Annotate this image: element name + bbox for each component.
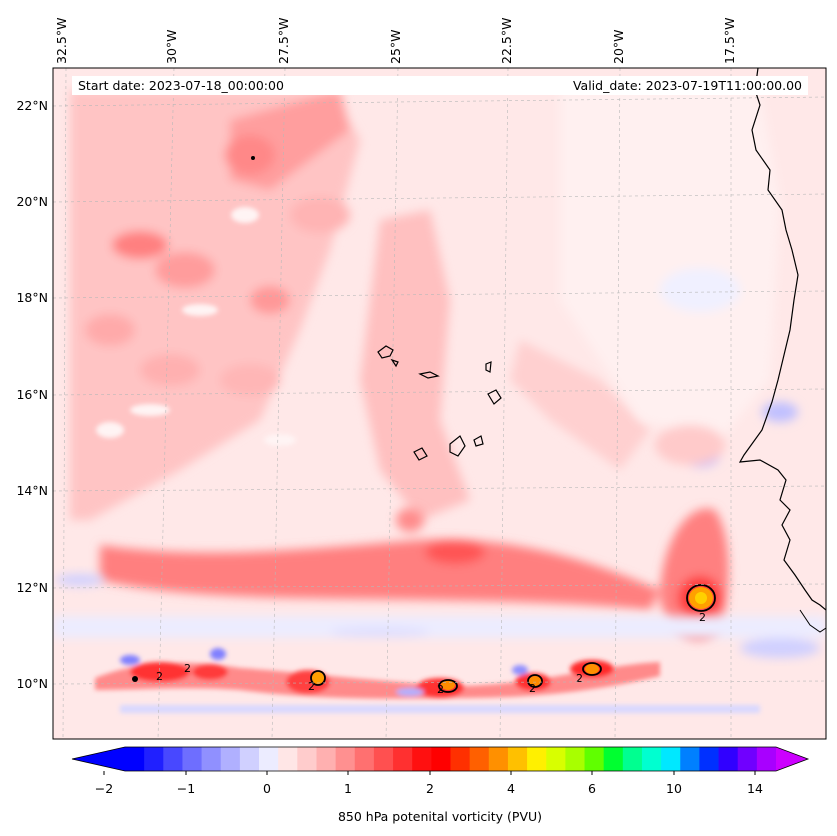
lat-label: 18°N [16, 290, 48, 305]
contour-label: 2 [576, 672, 583, 685]
colorbar-swatch [661, 747, 681, 771]
colorbar-swatch [641, 747, 662, 771]
lat-label: 20°N [16, 194, 48, 209]
colorbar-swatch [259, 747, 279, 771]
lat-label: 22°N [16, 98, 48, 113]
colorbar-swatch [680, 747, 700, 771]
colorbar-swatch [431, 747, 451, 771]
start-date: Start date: 2023-07-18_00:00:00 [78, 78, 284, 93]
contour-label: 2 [437, 683, 444, 696]
colorbar-swatch [125, 747, 145, 771]
colorbar-label: 850 hPa potenital vorticity (PVU) [337, 809, 543, 824]
colorbar-tick: 2 [426, 781, 434, 796]
colorbar-swatch [373, 747, 394, 771]
colorbar-tick: 14 [747, 781, 763, 796]
coast-islands [799, 609, 826, 633]
colorbar-swatch [622, 747, 643, 771]
pv-field: 2 2 2 2 2 2 2 [53, 68, 826, 739]
lat-label: 12°N [16, 580, 48, 595]
colorbar-tick: −1 [176, 781, 196, 796]
colorbar-outline [71, 746, 810, 772]
colorbar-tick: 1 [344, 781, 352, 796]
valid-date-box: Valid_date: 2023-07-19T11:00:00.00 [540, 76, 808, 95]
lat-label: 16°N [16, 387, 48, 402]
lat-label: 10°N [16, 676, 48, 691]
colorbar-swatch [239, 747, 260, 771]
lon-label: 32.5°W [54, 17, 69, 64]
colorbar-swatch [335, 747, 356, 771]
colorbar-swatch [718, 747, 739, 771]
lon-label: 25°W [388, 29, 403, 64]
colorbar-swatch [354, 747, 375, 771]
colorbar-swatch [546, 747, 566, 771]
colorbar-swatch [220, 747, 241, 771]
start-date-box: Start date: 2023-07-18_00:00:00 [72, 76, 548, 95]
map-frame [52, 67, 827, 740]
contour-label: 2 [184, 662, 191, 675]
colorbar-tick: 4 [507, 781, 515, 796]
colorbar-swatch [507, 747, 528, 771]
colorbar-tick: 0 [263, 781, 271, 796]
lon-label: 30°W [164, 29, 179, 64]
colorbar-swatch [316, 747, 337, 771]
colorbar-swatch [756, 747, 777, 771]
colorbar-swatch [469, 747, 490, 771]
colorbar-swatch [163, 747, 183, 771]
contour-label: 2 [529, 682, 536, 695]
colorbar-swatch [393, 747, 413, 771]
colorbar-swatch [278, 747, 298, 771]
colorbar-over-extend [776, 747, 808, 771]
cape-verde-islands [377, 345, 502, 461]
colorbar-swatch [527, 747, 547, 771]
colorbar-swatch [144, 747, 164, 771]
colorbar-tick: 10 [666, 781, 682, 796]
lon-label: 22.5°W [499, 17, 514, 64]
pv-field-band-10n [95, 648, 760, 713]
west-africa-coastline [738, 68, 826, 611]
colorbar-tick: −2 [94, 781, 114, 796]
colorbar-swatch [603, 747, 624, 771]
colorbar-swatch [488, 747, 509, 771]
lon-label: 20°W [611, 29, 626, 64]
colorbar-swatch [450, 747, 471, 771]
colorbar-swatch [182, 747, 202, 771]
pv-2-contours [310, 584, 716, 693]
lon-label: 27.5°W [276, 17, 291, 64]
colorbar-swatch [737, 747, 758, 771]
colorbar [71, 746, 810, 775]
colorbar-swatch [412, 747, 432, 771]
valid-date: Valid_date: 2023-07-19T11:00:00.00 [572, 78, 802, 93]
colorbar-swatch [201, 747, 222, 771]
colorbar-swatch [297, 747, 317, 771]
pv-field-central [360, 210, 650, 520]
colorbar-under-extend [72, 747, 125, 771]
lon-label: 17.5°W [722, 17, 737, 64]
contour-label: 2 [699, 611, 706, 624]
pv-field-streaks [96, 207, 296, 446]
colorbar-swatch [699, 747, 719, 771]
pv-field-east [560, 90, 798, 467]
lat-label: 14°N [16, 483, 48, 498]
pv-field-blue-strip [53, 574, 826, 658]
contour-label: 2 [308, 680, 315, 693]
colorbar-swatch [565, 747, 585, 771]
graticule [53, 68, 826, 739]
colorbar-tick: 6 [588, 781, 596, 796]
colorbar-swatch [584, 747, 605, 771]
